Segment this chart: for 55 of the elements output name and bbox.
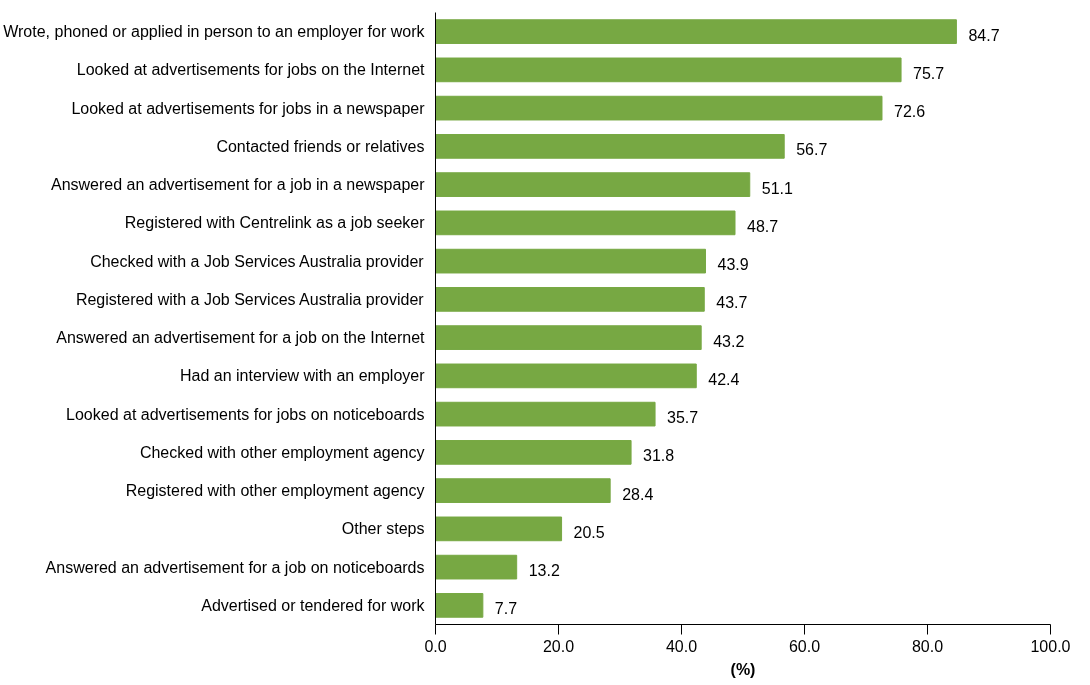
- bar: [435, 554, 518, 580]
- x-tick-label: 40.0: [665, 637, 698, 655]
- data-label: 72.6: [893, 103, 926, 121]
- bar: [435, 516, 563, 542]
- data-label: 43.9: [717, 256, 749, 274]
- data-label: 42.4: [708, 370, 740, 388]
- y-tick-label: Checked with a Job Services Australia provider: [90, 252, 425, 270]
- data-label: 35.7: [667, 409, 699, 427]
- y-tick-label: Had an interview with an employer: [179, 367, 426, 385]
- bar: [435, 287, 705, 312]
- y-tick-label: Looked at advertisements for jobs on the Internet: [76, 61, 426, 79]
- y-tick-label: Answered an advertisement for a job on the Internet: [56, 329, 426, 347]
- y-tick-label: Registered with a Job Services Australia provider: [75, 290, 425, 308]
- bar: [435, 57, 902, 83]
- x-tick-label: 100.0: [1030, 637, 1071, 655]
- data-label: 84.7: [968, 26, 1000, 44]
- data-label: 51.1: [761, 179, 794, 197]
- y-tick-label: Answered an advertisement for a job in a newspaper: [50, 176, 426, 194]
- data-label: 75.7: [913, 64, 945, 82]
- y-tick-label: Advertised or tendered for work: [201, 596, 426, 614]
- bar: [435, 95, 883, 121]
- data-label: 7.7: [494, 600, 518, 618]
- y-tick-label: Contacted friends or relatives: [216, 137, 425, 155]
- x-tick-label: 20.0: [542, 637, 575, 655]
- data-label: 48.7: [747, 217, 779, 235]
- x-tick-label: 60.0: [788, 637, 821, 655]
- y-tick-label: Registered with Centrelink as a job seeker: [124, 214, 426, 232]
- bar: [435, 248, 706, 274]
- bar: [435, 134, 785, 159]
- x-tick-label: 80.0: [911, 637, 944, 655]
- bar: [435, 210, 736, 236]
- bar: [435, 325, 702, 350]
- y-tick-label: Checked with other employment agency: [139, 443, 425, 461]
- y-tick-label: Wrote, phoned or applied in person to an employer for work: [3, 23, 426, 41]
- bar: [435, 172, 751, 197]
- data-label: 56.7: [796, 141, 828, 159]
- data-label: 43.2: [713, 332, 745, 350]
- y-tick-label: Looked at advertisements for jobs in a newspaper: [71, 99, 426, 117]
- bar: [435, 478, 611, 503]
- x-axis-title: (%): [730, 660, 756, 678]
- y-tick-label: Registered with other employment agency: [125, 482, 425, 500]
- data-label: 13.2: [528, 562, 560, 580]
- y-tick-label: Looked at advertisements for jobs on noticeboards: [66, 405, 425, 423]
- data-label: 20.5: [573, 523, 605, 541]
- bar: [435, 19, 957, 44]
- bar: [435, 440, 632, 465]
- data-label: 28.4: [622, 485, 654, 503]
- y-tick-label: Answered an advertisement for a job on noticeboards: [45, 558, 425, 576]
- x-tick-label: 0.0: [424, 637, 447, 655]
- bar: [435, 363, 697, 389]
- bar: [435, 401, 656, 427]
- y-tick-label: Other steps: [341, 520, 425, 538]
- data-label: 43.7: [716, 294, 748, 312]
- bar: [435, 593, 484, 618]
- data-label: 31.8: [643, 447, 675, 465]
